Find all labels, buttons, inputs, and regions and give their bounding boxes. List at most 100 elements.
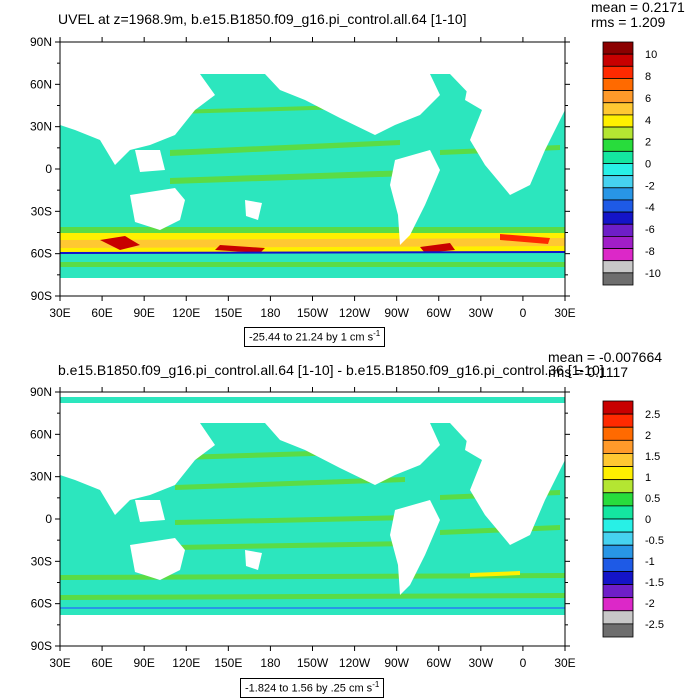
p2-ytick-label: 60N bbox=[30, 427, 52, 441]
p1-colorbar-swatch bbox=[602, 163, 634, 177]
p2-colorbar-swatch bbox=[602, 584, 634, 599]
p1-colorbar-swatch bbox=[602, 150, 634, 164]
panel1-range-text: -25.44 to 21.24 by 1 cm s bbox=[249, 331, 374, 344]
panel2-stats: mean = -0.007664 rms = 0.1117 bbox=[548, 350, 662, 380]
panel2-x-ticks: 30E 60E 90E 120E 150E 180 150W 120W 90W 60W 30W 0 30… bbox=[49, 387, 576, 670]
p2-ytick-label: 90N bbox=[30, 385, 52, 399]
p1-colorbar-swatch bbox=[602, 90, 634, 104]
p2-xtick-label: 60W bbox=[426, 656, 451, 670]
p1-colorbar-swatch bbox=[602, 138, 634, 152]
panel1-colorbar: 10 8 6 4 2 0 -2 -4 -6 -8 -10 bbox=[602, 41, 661, 286]
p2-colorbar-swatch bbox=[602, 610, 634, 625]
panel1-acc bbox=[60, 233, 565, 253]
panel1-blue-slivers bbox=[60, 251, 565, 254]
p1-xtick-label: 90W bbox=[384, 306, 409, 320]
panel2-range-text: -1.824 to 1.56 by .25 cm s bbox=[245, 682, 373, 695]
p1-ytick-label: 90N bbox=[30, 35, 52, 49]
panel2-colorbar: 2.5 2 1.5 1 0.5 0 -0.5 -1 -1.5 -2 -2.5 bbox=[602, 400, 664, 638]
p2-xtick-label: 0 bbox=[520, 656, 527, 670]
p2-colorbar-swatch bbox=[602, 466, 634, 481]
p2-colorbar-swatch bbox=[602, 479, 634, 494]
p2-colorbar-label: 0 bbox=[645, 514, 651, 526]
p2-colorbar-swatch bbox=[602, 597, 634, 612]
panel2-y-ticks: 90N 60N 30N 0 30S 60S 90S bbox=[30, 385, 570, 653]
panel2-title: b.e15.B1850.f09_g16.pi_control.all.64 [1… bbox=[58, 362, 604, 378]
panel2-rms: rms = 0.1117 bbox=[548, 364, 629, 380]
p1-colorbar-swatch bbox=[602, 223, 634, 237]
p1-colorbar-swatch bbox=[602, 65, 634, 79]
p2-colorbar-label: 0.5 bbox=[645, 493, 660, 505]
p2-colorbar-label: -2.5 bbox=[645, 619, 664, 631]
p1-colorbar-swatch bbox=[602, 248, 634, 262]
p1-ytick-label: 60S bbox=[31, 247, 52, 261]
p2-xtick-label: 30E bbox=[49, 656, 70, 670]
p1-colorbar-label: -8 bbox=[645, 246, 655, 258]
p2-xtick-label: 90W bbox=[384, 656, 409, 670]
panel1-range-unit: -1 bbox=[373, 329, 381, 338]
p2-colorbar-swatch bbox=[602, 492, 634, 507]
p2-colorbar-swatch bbox=[602, 531, 634, 546]
p2-xtick-label: 150W bbox=[297, 656, 329, 670]
p2-colorbar-label: -0.5 bbox=[645, 535, 664, 547]
p1-colorbar-swatch bbox=[602, 211, 634, 225]
p1-colorbar-swatch bbox=[602, 114, 634, 128]
p2-ytick-label: 30N bbox=[30, 470, 52, 484]
p1-colorbar-swatch bbox=[602, 102, 634, 116]
p1-colorbar-label: 10 bbox=[645, 49, 657, 61]
p1-colorbar-swatch bbox=[602, 235, 634, 249]
p2-ytick-label: 30S bbox=[31, 554, 52, 568]
p1-colorbar-swatch bbox=[602, 41, 634, 55]
p1-xtick-label: 150E bbox=[214, 306, 242, 320]
p1-ytick-label: 30N bbox=[30, 120, 52, 134]
p1-xtick-label: 150W bbox=[297, 306, 329, 320]
panel1-y-ticks: 90N 60N 30N 0 30S 60S 90S bbox=[30, 35, 570, 303]
p1-xtick-label: 60W bbox=[426, 306, 451, 320]
p1-ytick-label: 60N bbox=[30, 77, 52, 91]
p2-colorbar-swatch bbox=[602, 557, 634, 572]
p2-xtick-label: 30W bbox=[468, 656, 493, 670]
p2-colorbar-swatch bbox=[602, 453, 634, 467]
p1-colorbar-swatch bbox=[602, 187, 634, 201]
p1-colorbar-swatch bbox=[602, 199, 634, 213]
p1-xtick-label: 120E bbox=[172, 306, 200, 320]
panel1-rms: rms = 1.209 bbox=[591, 14, 666, 30]
p2-colorbar-label: -1 bbox=[645, 556, 655, 568]
p1-xtick-label: 0 bbox=[520, 306, 527, 320]
p1-colorbar-label: 8 bbox=[645, 71, 651, 83]
p2-colorbar-swatch bbox=[602, 623, 634, 638]
p1-colorbar-label: -2 bbox=[645, 180, 655, 192]
p1-xtick-label: 90E bbox=[133, 306, 154, 320]
p2-colorbar-swatch bbox=[602, 505, 634, 520]
p1-xtick-label: 30W bbox=[468, 306, 493, 320]
p2-xtick-label: 90E bbox=[133, 656, 154, 670]
p1-colorbar-swatch bbox=[602, 260, 634, 274]
panel1-title: UVEL at z=1968.9m, b.e15.B1850.f09_g16.p… bbox=[58, 11, 467, 27]
p1-colorbar-label: 2 bbox=[645, 137, 651, 149]
p2-colorbar-label: 1 bbox=[645, 472, 651, 484]
p1-colorbar-swatch bbox=[602, 126, 634, 140]
p2-ytick-label: 60S bbox=[31, 597, 52, 611]
p2-colorbar-label: 2.5 bbox=[645, 409, 660, 421]
p1-colorbar-label: 4 bbox=[645, 115, 651, 127]
p2-colorbar-label: 2 bbox=[645, 430, 651, 442]
p1-colorbar-swatch bbox=[602, 175, 634, 189]
p1-ytick-label: 30S bbox=[31, 204, 52, 218]
p2-xtick-label: 120W bbox=[339, 656, 371, 670]
p2-ytick-label: 0 bbox=[45, 512, 52, 526]
panel1-x-ticks: 30E 60E 90E 120E 150E 180 150W 120W 90W 60W 30W 0 30… bbox=[49, 37, 576, 320]
panel1-chart: 90N 60N 30N 0 30S 60S 90S 30E 60E 90E 120E 150E 180… bbox=[30, 35, 661, 320]
panel1-land bbox=[60, 42, 565, 296]
p1-ytick-label: 0 bbox=[45, 162, 52, 176]
p2-xtick-label: 150E bbox=[214, 656, 242, 670]
p2-colorbar-swatch bbox=[602, 544, 634, 559]
p1-colorbar-swatch bbox=[602, 53, 634, 67]
panel2-map bbox=[60, 392, 565, 646]
p2-xtick-label: 60E bbox=[91, 656, 112, 670]
p2-xtick-label: 180 bbox=[260, 656, 280, 670]
p2-colorbar-swatch bbox=[602, 426, 634, 441]
panel2-mean: mean = -0.007664 bbox=[548, 349, 663, 365]
p1-xtick-label: 30E bbox=[554, 306, 575, 320]
p2-xtick-label: 120E bbox=[172, 656, 200, 670]
p1-xtick-label: 30E bbox=[49, 306, 70, 320]
panel2-range-unit: -1 bbox=[372, 680, 380, 689]
